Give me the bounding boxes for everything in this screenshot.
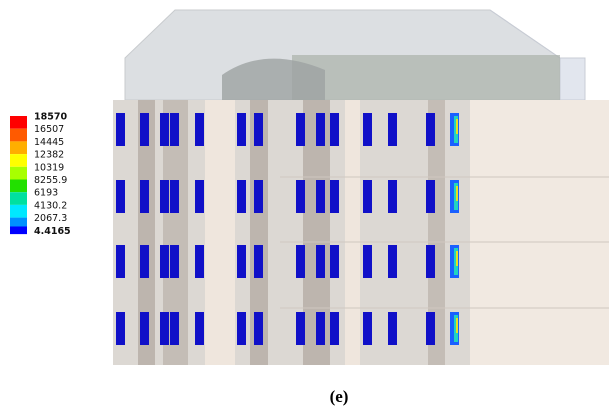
window (195, 245, 204, 278)
window (254, 113, 263, 146)
caption: (e) (330, 387, 349, 406)
window (195, 180, 204, 213)
legend-swatch (10, 226, 27, 234)
legend-label: 10319 (34, 162, 64, 173)
window (237, 312, 246, 345)
legend-swatch (10, 129, 27, 142)
legend-label: 16507 (34, 124, 64, 135)
window (316, 245, 325, 278)
window (160, 113, 169, 146)
window (363, 312, 372, 345)
window (160, 245, 169, 278)
window (316, 113, 325, 146)
legend-label: 8255.9 (34, 175, 67, 186)
window (237, 180, 246, 213)
window (140, 312, 149, 345)
legend-swatch (10, 180, 27, 193)
window (296, 312, 305, 345)
window (116, 245, 125, 278)
window (330, 113, 339, 146)
legend-label: 12382 (34, 150, 64, 161)
legend-label: 4.4165 (34, 226, 71, 237)
stripe (205, 100, 235, 365)
window (237, 245, 246, 278)
window (140, 113, 149, 146)
window (140, 245, 149, 278)
window (170, 180, 179, 213)
window (254, 245, 263, 278)
window (195, 312, 204, 345)
legend-swatch (10, 192, 27, 205)
window (195, 113, 204, 146)
window (160, 180, 169, 213)
roof (125, 10, 585, 100)
legend-swatch (10, 141, 27, 154)
window (170, 245, 179, 278)
facade (113, 100, 609, 365)
legend-swatch (10, 167, 27, 180)
window (330, 180, 339, 213)
window (116, 312, 125, 345)
legend-swatch (10, 116, 27, 129)
window (140, 180, 149, 213)
window (296, 180, 305, 213)
window (363, 245, 372, 278)
legend-label: 14445 (34, 137, 64, 148)
window (170, 312, 179, 345)
legend-label: 4130.2 (34, 200, 67, 211)
window (254, 180, 263, 213)
legend-swatch (10, 154, 27, 167)
window (316, 312, 325, 345)
window (330, 312, 339, 345)
window (426, 312, 435, 345)
window (170, 113, 179, 146)
window-hot (456, 186, 458, 201)
legend-label: 6193 (34, 188, 58, 199)
window (388, 113, 397, 146)
window (363, 180, 372, 213)
window-hot (456, 251, 458, 266)
window (426, 113, 435, 146)
window (426, 180, 435, 213)
window (363, 113, 372, 146)
window (254, 312, 263, 345)
window (388, 312, 397, 345)
window (330, 245, 339, 278)
window-hot (456, 119, 458, 134)
window-hot (456, 318, 458, 333)
window (116, 113, 125, 146)
window (296, 113, 305, 146)
window (316, 180, 325, 213)
window (160, 312, 169, 345)
window (388, 180, 397, 213)
figure: (e) 18570165071444512382103198255.961934… (0, 0, 609, 416)
legend-label: 18570 (34, 112, 67, 123)
window (426, 245, 435, 278)
window (116, 180, 125, 213)
window (237, 113, 246, 146)
window (388, 245, 397, 278)
legend-label: 2067.3 (34, 213, 67, 224)
stripe (345, 100, 360, 365)
legend-swatch (10, 205, 27, 218)
window (296, 245, 305, 278)
